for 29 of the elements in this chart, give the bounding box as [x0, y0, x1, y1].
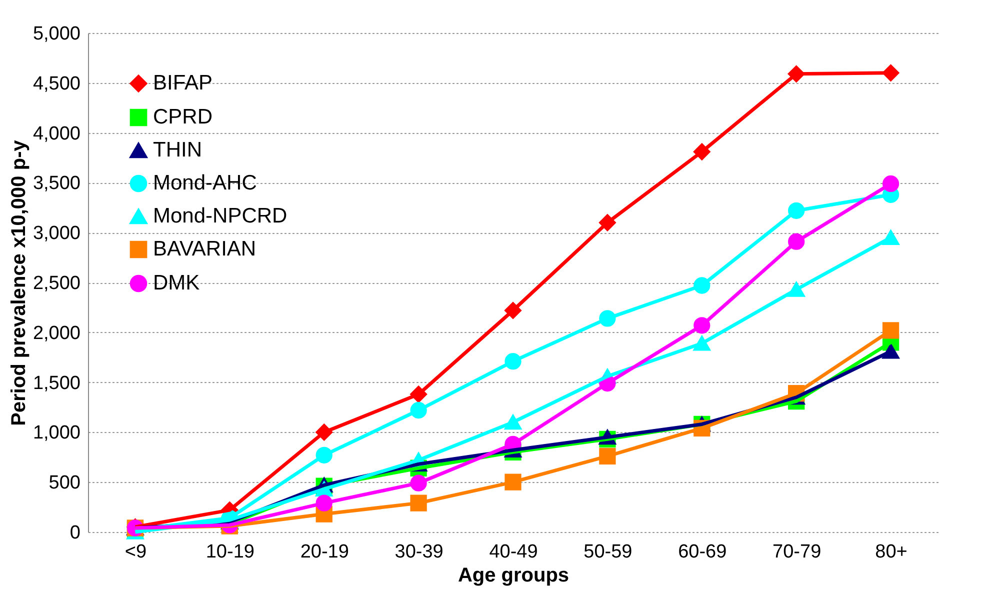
x-tick-label: 50-59 — [584, 542, 632, 562]
x-tick-label: 60-69 — [678, 542, 727, 562]
y-tick-label: 5,000 — [32, 24, 80, 44]
legend-label: Mond-AHC — [153, 172, 257, 194]
x-tick-label: 20-19 — [300, 542, 349, 562]
x-axis-title: Age groups — [458, 564, 570, 586]
legend-label: DMK — [153, 272, 200, 294]
x-tick-label: 80+ — [875, 542, 908, 562]
legend-label: Mond-NPCRD — [153, 204, 288, 228]
x-tick-label: 70-79 — [772, 542, 822, 562]
legend-label: CPRD — [153, 106, 213, 128]
y-tick-label: 1,500 — [32, 372, 80, 394]
y-axis-title: Period prevalence x10,000 p-y — [8, 139, 30, 426]
y-tick-label: 1,000 — [32, 422, 80, 444]
y-tick-label: 4,000 — [32, 123, 80, 144]
x-tick-label: <9 — [124, 542, 147, 562]
y-tick-label: 4,500 — [32, 73, 80, 94]
y-tick-label: 2,500 — [32, 273, 80, 294]
x-tick-label: 30-39 — [394, 542, 444, 562]
y-tick-label: 500 — [48, 472, 80, 494]
legend-label: THIN — [153, 138, 202, 162]
y-tick-label: 0 — [70, 522, 80, 544]
y-tick-label: 2,000 — [32, 322, 80, 344]
x-tick-label: 10-19 — [206, 542, 254, 562]
y-tick-label: 3,500 — [32, 173, 80, 194]
x-tick-label: 40-49 — [489, 542, 538, 562]
legend-label: BAVARIAN — [153, 238, 256, 260]
y-tick-label: 3,000 — [32, 223, 80, 244]
legend-label: BIFAP — [153, 72, 213, 94]
